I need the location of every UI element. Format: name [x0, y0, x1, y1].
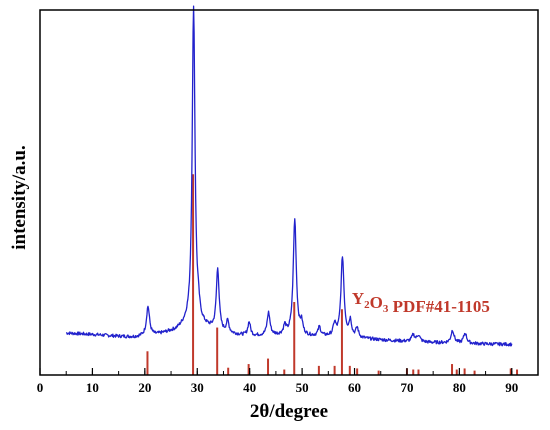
- x-axis-title: 2θ/degree: [250, 401, 328, 422]
- reference-label-part: PDF#41-1105: [388, 297, 490, 316]
- pattern-layer: [65, 5, 513, 347]
- reference-sticks: [146, 174, 519, 375]
- reference-label-subscript: 3: [383, 303, 389, 315]
- x-tick-label: 20: [138, 380, 151, 395]
- xrd-pattern-line: [65, 5, 513, 347]
- x-tick-label: 40: [243, 380, 256, 395]
- x-tick-label: 80: [453, 380, 466, 395]
- reference-label-part: O: [370, 293, 383, 312]
- x-tick-label: 0: [37, 380, 44, 395]
- reference-label-part: Y: [352, 289, 364, 308]
- x-tick-label: 90: [505, 380, 518, 395]
- reference-label: Y2O3 PDF#41-1105: [352, 289, 490, 316]
- y-axis-title: intensity/a.u.: [9, 145, 30, 250]
- plot-frame: [39, 9, 539, 376]
- x-tick-label: 70: [400, 380, 413, 395]
- x-ticks: 0 10 20 30 40 50 60 70 80 90: [37, 368, 539, 395]
- x-tick-label: 30: [191, 380, 204, 395]
- reference-label-subscript: 2: [364, 299, 370, 311]
- x-tick-label: 60: [348, 380, 361, 395]
- x-tick-label: 10: [86, 380, 99, 395]
- x-tick-label: 50: [296, 380, 309, 395]
